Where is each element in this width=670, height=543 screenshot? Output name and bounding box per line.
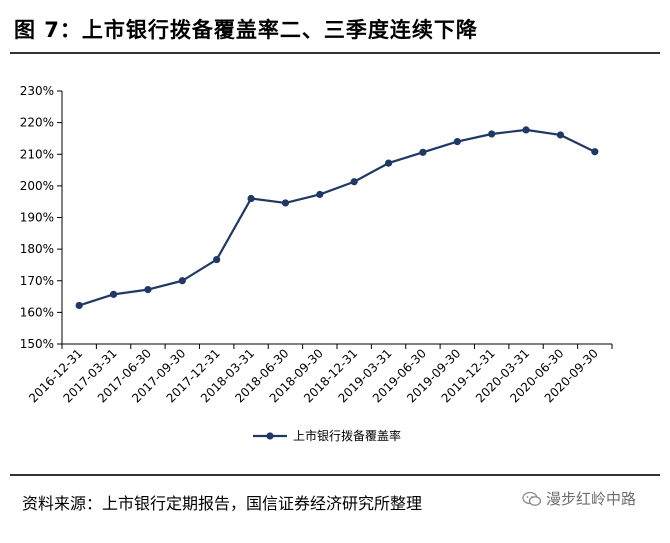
y-tick-label: 180% xyxy=(20,242,54,256)
data-point xyxy=(75,301,83,310)
y-axis-ticks: 150% 160% 170% 180% 190% 200% 210% 220% 230% xyxy=(20,84,62,351)
y-tick-label: 150% xyxy=(20,337,54,351)
legend-label: 上市银行拨备覆盖率 xyxy=(293,428,401,443)
watermark-text: 漫步红岭中路 xyxy=(546,490,637,508)
y-tick-label: 190% xyxy=(20,211,54,225)
data-point xyxy=(419,148,427,156)
data-point xyxy=(247,194,255,203)
data-point xyxy=(316,190,324,199)
legend: 上市银行拨备覆盖率 xyxy=(253,428,401,443)
data-point xyxy=(488,130,496,138)
series-layer xyxy=(75,126,599,310)
data-point xyxy=(178,277,186,285)
y-tick-label: 230% xyxy=(20,84,54,98)
y-tick-label: 160% xyxy=(20,305,54,319)
data-point xyxy=(109,290,118,298)
x-axis-ticks: 2016-12-312017-03-312017-06-302017-09-30… xyxy=(26,344,613,405)
watermark: 漫步红岭中路 xyxy=(522,488,636,509)
data-point xyxy=(384,159,393,167)
data-point xyxy=(350,178,358,186)
data-point xyxy=(556,131,565,139)
data-point xyxy=(522,126,530,134)
series-line xyxy=(78,128,596,307)
y-tick-label: 200% xyxy=(20,179,54,193)
data-point xyxy=(453,138,461,146)
top-rule xyxy=(10,52,660,54)
figure-title: 图 7：上市银行拨备覆盖率二、三季度连续下降 xyxy=(14,18,478,42)
bottom-rule xyxy=(10,474,660,476)
data-point xyxy=(144,286,152,294)
data-point xyxy=(591,148,599,156)
y-tick-label: 210% xyxy=(20,147,54,161)
wechat-icon xyxy=(522,491,542,506)
legend-marker xyxy=(266,432,274,440)
source-note: 资料来源：上市银行定期报告，国信证券经济研究所整理 xyxy=(22,494,423,513)
data-point xyxy=(213,255,221,264)
y-tick-label: 170% xyxy=(20,274,54,288)
y-tick-label: 220% xyxy=(20,116,54,130)
data-point xyxy=(281,199,290,207)
line-chart: 150% 160% 170% 180% 190% 200% 210% 220% 230% 201… xyxy=(20,84,613,443)
